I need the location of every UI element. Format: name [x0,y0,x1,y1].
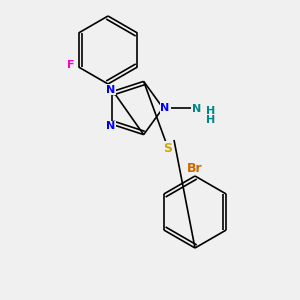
Text: H: H [206,106,216,116]
Text: N: N [160,103,169,113]
Text: Br: Br [187,161,203,175]
Text: N: N [106,85,115,94]
Text: N: N [192,104,202,114]
Text: F: F [67,60,74,70]
Text: H: H [206,115,216,125]
Text: N: N [106,122,115,131]
Text: S: S [164,142,172,154]
